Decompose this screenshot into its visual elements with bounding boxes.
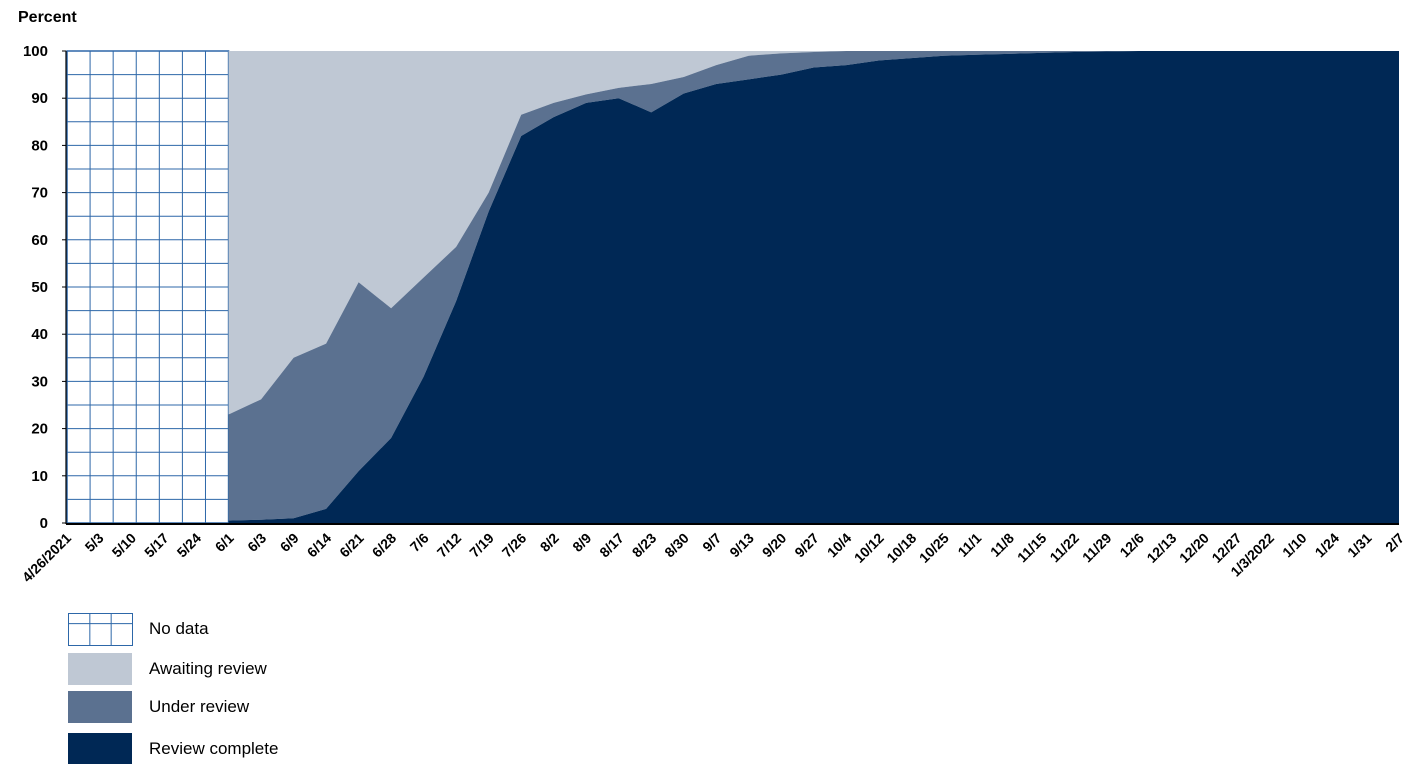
x-tick-label: 6/21 (336, 530, 367, 561)
y-axis-title: Percent (18, 9, 77, 26)
x-tick-label: 11/8 (987, 530, 1017, 560)
x-tick-label: 8/30 (661, 530, 692, 561)
legend-label-no-data: No data (149, 619, 209, 638)
x-tick-label: 10/4 (824, 530, 855, 561)
x-tick-label: 10/25 (916, 530, 952, 566)
x-tick-label: 9/20 (759, 530, 790, 561)
x-tick-label: 10/12 (851, 530, 887, 566)
x-tick-label: 5/24 (174, 530, 205, 561)
y-tick-label: 90 (31, 90, 48, 107)
x-tick-label: 11/29 (1079, 530, 1115, 566)
legend-swatch-review-complete (68, 733, 132, 765)
legend-label-awaiting-review: Awaiting review (149, 659, 268, 678)
y-tick-label: 80 (31, 137, 48, 154)
x-tick-label: 6/28 (369, 530, 400, 561)
x-tick-label: 5/10 (109, 530, 140, 561)
x-tick-label: 11/22 (1046, 530, 1082, 566)
x-tick-label: 11/1 (954, 530, 984, 560)
y-tick-label: 100 (23, 43, 48, 60)
x-tick-label: 6/9 (277, 530, 302, 555)
x-tick-label: 8/23 (629, 530, 660, 561)
legend-swatch-under-review (68, 691, 132, 723)
x-tick-label: 1/24 (1312, 530, 1343, 561)
x-tick-label: 7/12 (434, 530, 465, 561)
x-tick-label: 10/18 (883, 530, 919, 566)
x-tick-label: 8/9 (569, 530, 594, 555)
x-tick-label: 6/14 (304, 530, 335, 561)
y-tick-label: 20 (31, 421, 48, 438)
x-tick-label: 6/1 (212, 530, 237, 555)
y-tick-label: 0 (40, 515, 48, 532)
x-tick-label: 8/17 (596, 530, 627, 561)
series-area-review-complete (228, 51, 1399, 523)
x-tick-label: 7/6 (407, 530, 432, 555)
x-tick-label: 6/3 (244, 530, 269, 555)
y-tick-label: 70 (31, 185, 48, 202)
x-tick-label: 1/10 (1279, 530, 1310, 561)
legend: No data Awaiting review Under review Review… (68, 613, 278, 765)
x-tick-label: 12/13 (1143, 530, 1179, 566)
y-tick-label: 30 (31, 373, 48, 390)
series-area-under-review (228, 51, 1399, 521)
x-tick-label: 1/31 (1344, 530, 1375, 561)
x-tick-label: 9/27 (791, 530, 822, 561)
series-area-awaiting-review (228, 51, 1399, 415)
area-series-group (228, 51, 1399, 523)
y-tick-label: 10 (31, 468, 48, 485)
legend-label-under-review: Under review (149, 697, 250, 716)
x-tick-label: 5/3 (82, 530, 107, 555)
x-tick-label: 9/13 (726, 530, 757, 561)
x-tick-label: 5/17 (141, 530, 172, 561)
y-tick-label: 50 (31, 279, 48, 296)
x-tick-label: 12/6 (1116, 530, 1147, 561)
no-data-region (66, 50, 230, 524)
legend-swatch-awaiting-review (68, 653, 132, 685)
x-tick-label: 11/15 (1014, 530, 1050, 566)
x-tick-label: 7/26 (499, 530, 530, 561)
x-tick-label: 8/2 (537, 530, 562, 555)
legend-swatch-no-data (68, 613, 133, 646)
x-tick-label: 4/26/2021 (19, 530, 75, 586)
y-tick-label: 40 (31, 326, 48, 343)
x-tick-label: 7/19 (466, 530, 497, 561)
x-tick-label: 12/20 (1176, 530, 1212, 566)
x-tick-label: 2/7 (1382, 530, 1407, 555)
y-tick-label: 60 (31, 232, 48, 249)
x-tick-label: 9/7 (699, 530, 724, 555)
legend-label-review-complete: Review complete (149, 739, 278, 758)
